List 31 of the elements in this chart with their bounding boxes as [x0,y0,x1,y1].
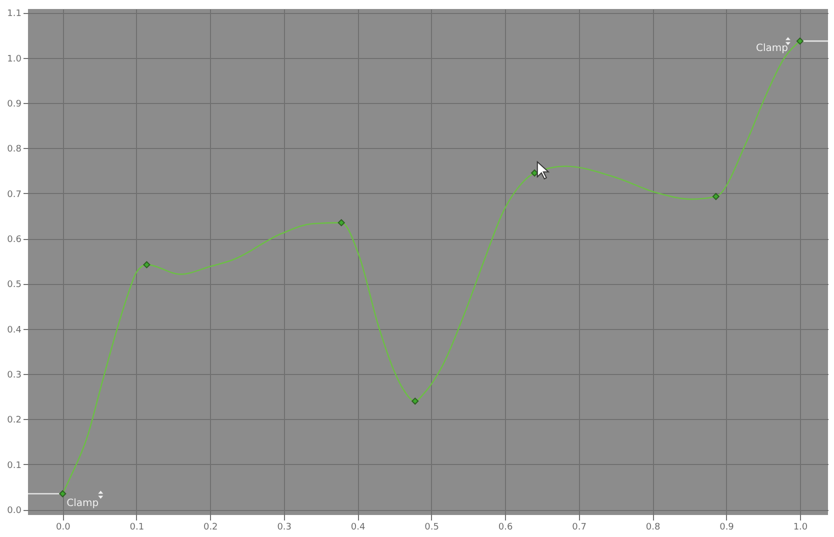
y-tick-label: 0.5 [7,280,22,290]
point [796,38,804,45]
x-tick-label: 1.0 [793,522,808,532]
y-tick-label: 0.7 [7,190,22,200]
x-tick-label: 0.6 [498,522,513,532]
y-tick-label: 0.6 [7,235,22,246]
x-tick-label: 0.2 [203,522,218,532]
point [143,261,150,268]
x-tick-label: 0.1 [130,522,144,532]
x-tick-label: 0.7 [572,522,586,532]
annotation: Clamp [66,498,99,509]
point [712,192,720,200]
point [59,490,66,498]
y-tick-label: 0.0 [7,506,22,516]
y-tick-label: 0.3 [7,370,22,381]
point [338,219,345,226]
y-tick-label: 0.2 [7,416,22,426]
x-tick-label: 0.0 [56,522,71,532]
x-tick-label: 0.9 [720,522,734,532]
x-tick-label: 0.3 [277,522,292,532]
y-tick-label: 1.1 [7,9,22,20]
y-tick-label: 1.0 [7,54,22,64]
y-tick-label: 0.1 [7,460,22,471]
y-tick-label: 0.9 [7,99,22,110]
x-tick-label: 0.8 [646,522,660,532]
annotation: Clamp [756,43,788,54]
y-tick-label: 0.4 [7,325,22,336]
x-tick-label: 0.4 [350,522,366,532]
y-tick-label: 0.8 [7,144,22,155]
x-tick-label: 0.5 [424,522,439,532]
point [412,398,419,405]
